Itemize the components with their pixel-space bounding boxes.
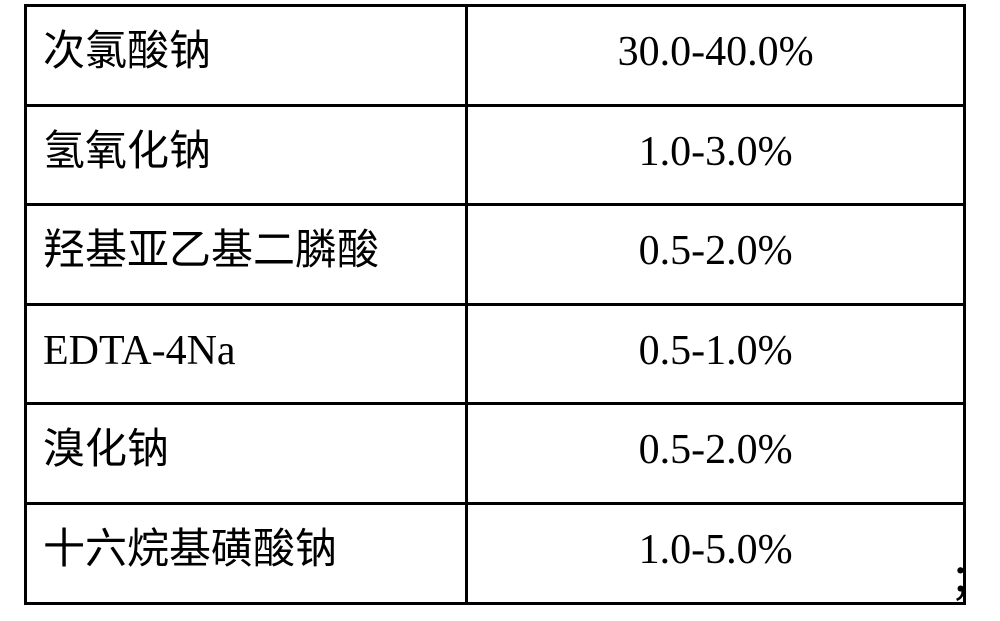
ingredient-value: 1.0-3.0%	[467, 105, 965, 205]
ingredient-value: 0.5-2.0%	[467, 404, 965, 504]
composition-table-body: 次氯酸钠 30.0-40.0% 氢氧化钠 1.0-3.0% 羟基亚乙基二膦酸 0…	[26, 6, 965, 604]
composition-table-container: 次氯酸钠 30.0-40.0% 氢氧化钠 1.0-3.0% 羟基亚乙基二膦酸 0…	[24, 4, 966, 605]
ingredient-value: 1.0-5.0%	[467, 503, 965, 603]
table-row: 十六烷基磺酸钠 1.0-5.0%	[26, 503, 965, 603]
ingredient-value: 30.0-40.0%	[467, 6, 965, 106]
table-row: 羟基亚乙基二膦酸 0.5-2.0%	[26, 205, 965, 305]
table-row: 次氯酸钠 30.0-40.0%	[26, 6, 965, 106]
ingredient-name: 十六烷基磺酸钠	[26, 503, 467, 603]
table-row: 溴化钠 0.5-2.0%	[26, 404, 965, 504]
table-row: EDTA-4Na 0.5-1.0%	[26, 304, 965, 404]
ingredient-name: EDTA-4Na	[26, 304, 467, 404]
table-row: 氢氧化钠 1.0-3.0%	[26, 105, 965, 205]
trailing-semicolon: ；	[950, 546, 992, 607]
ingredient-name: 次氯酸钠	[26, 6, 467, 106]
ingredient-name: 氢氧化钠	[26, 105, 467, 205]
ingredient-name: 羟基亚乙基二膦酸	[26, 205, 467, 305]
ingredient-name: 溴化钠	[26, 404, 467, 504]
composition-table: 次氯酸钠 30.0-40.0% 氢氧化钠 1.0-3.0% 羟基亚乙基二膦酸 0…	[24, 4, 966, 605]
ingredient-value: 0.5-2.0%	[467, 205, 965, 305]
ingredient-value: 0.5-1.0%	[467, 304, 965, 404]
